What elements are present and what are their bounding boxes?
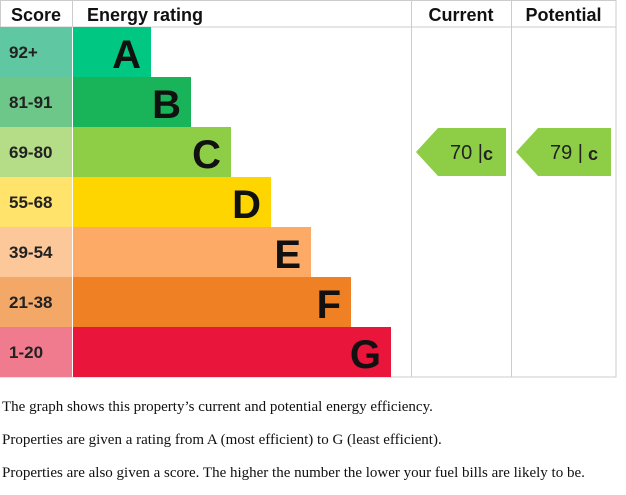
rating-letter-a: A	[112, 33, 141, 77]
score-cell-d	[0, 177, 72, 227]
rating-letter-b: B	[152, 83, 181, 127]
current-marker	[416, 128, 506, 176]
score-cell-f	[0, 277, 72, 327]
rating-bar-c	[73, 127, 231, 177]
score-range-f: 21-38	[9, 293, 52, 312]
explanatory-notes: The graph shows this property’s current …	[2, 396, 626, 495]
rating-letter-e: E	[274, 233, 301, 277]
score-range-d: 55-68	[9, 193, 52, 212]
rating-bar-f	[73, 277, 351, 327]
score-range-b: 81-91	[9, 93, 52, 112]
current-score: 70 |	[450, 142, 483, 164]
score-range-c: 69-80	[9, 143, 52, 162]
header-score: Score	[11, 5, 61, 25]
note-rating-scale: Properties are given a rating from A (mo…	[2, 432, 442, 448]
score-range-e: 39-54	[9, 243, 53, 262]
score-range-g: 1-20	[9, 343, 43, 362]
rating-bar-e	[73, 227, 311, 277]
note-current-potential: The graph shows this property’s current …	[2, 399, 433, 415]
header-potential: Potential	[525, 5, 601, 25]
epc-chart: Score Energy rating Current Potential 92+ A 81…	[0, 0, 617, 378]
header-current: Current	[428, 5, 493, 25]
rating-letter-c: C	[192, 133, 221, 177]
score-cell-c	[0, 127, 72, 177]
rating-letter-f: F	[317, 283, 341, 327]
score-cell-b	[0, 77, 72, 127]
rating-bar-g	[73, 327, 391, 377]
score-cell-g	[0, 327, 72, 377]
potential-rating-letter: c	[588, 144, 598, 164]
score-cell-e	[0, 227, 72, 277]
potential-marker	[516, 128, 611, 176]
score-cell-a	[0, 27, 72, 77]
note-score: Properties are also given a score. The h…	[2, 465, 585, 481]
rating-bar-d	[73, 177, 271, 227]
rating-bar-a	[73, 27, 151, 77]
potential-score: 79 |	[550, 142, 583, 164]
rating-bar-b	[73, 77, 191, 127]
rating-letter-g: G	[350, 333, 381, 377]
header-energy-rating: Energy rating	[87, 5, 203, 25]
score-range-a: 92+	[9, 43, 38, 62]
current-rating-letter: c	[483, 144, 493, 164]
rating-letter-d: D	[232, 183, 261, 227]
